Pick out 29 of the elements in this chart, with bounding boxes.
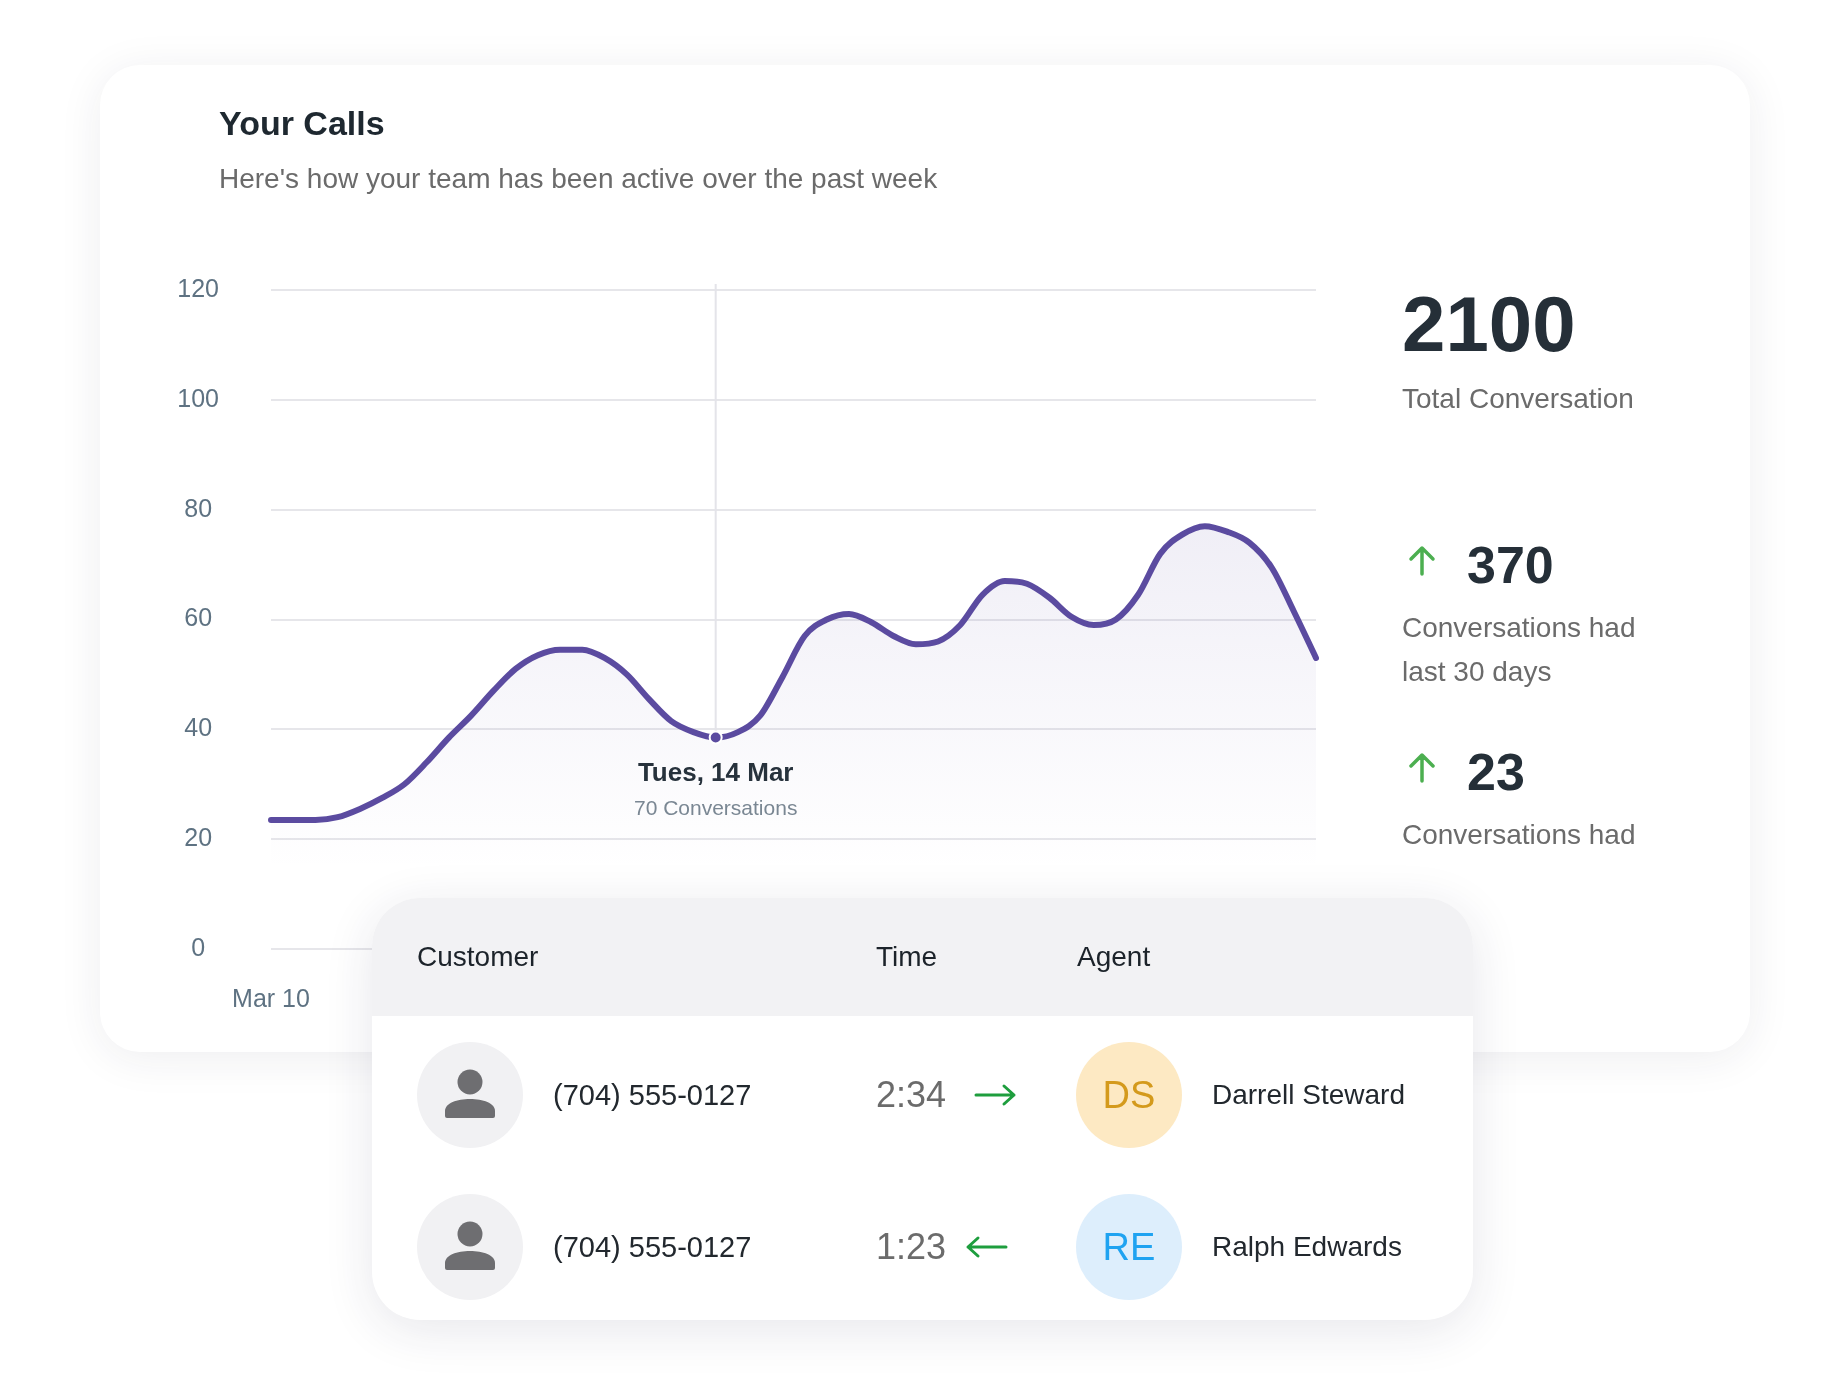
y-tick-label: 120	[177, 273, 219, 302]
text: 1:23	[876, 1225, 947, 1269]
y-tick-label: 60	[184, 603, 213, 632]
annotation: Agent	[1077, 940, 1151, 974]
y-tick-label: 40	[184, 713, 213, 742]
text: 2100	[1402, 280, 1576, 368]
text: Conversations had last 30 days	[1402, 611, 1637, 689]
y-tick-label: 0	[191, 932, 206, 961]
text: Darrell Steward	[1212, 1078, 1405, 1112]
annotation: 70 Conversations	[633, 796, 798, 820]
y-tick-label: 20	[184, 823, 213, 852]
x-tick-label: Mar 10	[232, 983, 310, 1012]
text: Ralph Edwards	[1212, 1230, 1402, 1264]
text: 2:34	[876, 1073, 947, 1117]
chart-subtitle: Here's how your team has been active over the past week	[219, 162, 938, 196]
y-tick-label: 100	[177, 383, 219, 412]
text: 23	[1467, 742, 1525, 802]
text: (704) 555-0127	[553, 1078, 752, 1113]
chart-title: Your Calls	[219, 103, 385, 144]
text: (704) 555-0127	[553, 1230, 752, 1265]
annotation: Customer	[417, 940, 539, 974]
x-tick-label: Tues, 14 Mar	[637, 756, 794, 787]
text: DS	[1101, 1073, 1157, 1117]
text: Total Conversation	[1402, 382, 1635, 416]
text: Conversations had	[1402, 818, 1637, 852]
y-tick-label: 80	[184, 493, 213, 522]
text: RE	[1101, 1225, 1157, 1269]
text: 370	[1467, 535, 1554, 595]
annotation: Time	[876, 940, 938, 974]
